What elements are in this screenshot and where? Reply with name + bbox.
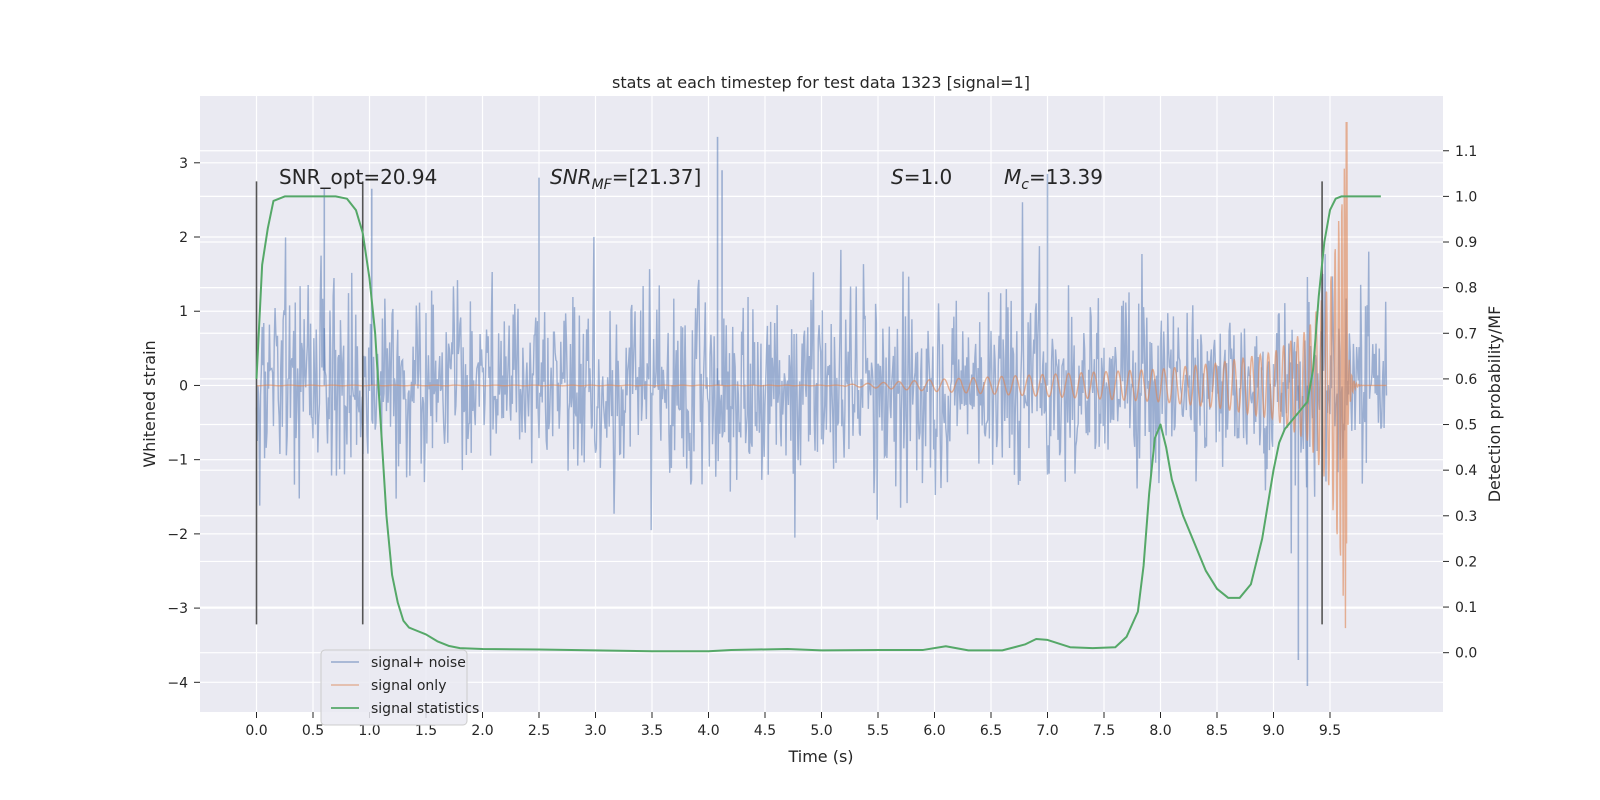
y-tick-label: 2 [179,230,188,246]
x-tick-label: 2.5 [528,723,550,739]
x-tick-label: 6.5 [980,723,1002,739]
x-tick-label: 3.0 [584,723,606,739]
y-tick-label: 3 [179,156,188,172]
legend: signal+ noise signal only signal statist… [320,649,479,726]
legend-label-signal-only: signal only [371,678,446,694]
y-right-tick-label: 0.7 [1455,326,1477,342]
annotation-mc-subscript: c [1021,177,1029,193]
series-line-signal-only [256,121,1387,629]
y-right-tick-label: 0.8 [1455,281,1477,297]
legend-label-signal-noise: signal+ noise [371,655,466,671]
x-tick-label: 3.5 [641,723,663,739]
annotation-mc: Mc=13.39 [1004,165,1103,193]
signal-statistics-series [255,195,1381,653]
y-tick-label: 0 [179,378,188,394]
annotation-snr-mf-subscript: MF [592,177,613,193]
series-line-signal-noise [255,202,1388,554]
annotations: SNR_opt=20.94 SNRMF=[21.37] S=1.0 Mc=13.… [279,165,1103,193]
y-tick-label: −4 [167,675,188,691]
x-tick-label: 0.0 [245,723,267,739]
x-tick-label: 5.5 [867,723,889,739]
y-right-tick-label: 0.1 [1455,600,1477,616]
y-tick-label: 1 [179,304,188,320]
annotation-s-value: =1.0 [904,165,953,189]
x-tick-label: 4.0 [697,723,719,739]
x-tick-label: 2.0 [471,723,493,739]
x-tick-label: 6.0 [923,723,945,739]
y-right-tick-label: 0.3 [1455,509,1477,525]
annotation-s: S=1.0 [891,165,952,189]
y-right-tick-label: 1.0 [1455,189,1477,205]
x-tick-label: 1.5 [415,723,437,739]
chart-title: stats at each timestep for test data 132… [612,73,1030,92]
x-tick-label: 0.5 [302,723,324,739]
y-right-tick-label: 0.6 [1455,372,1477,388]
annotation-snr-mf-symbol: SNR [550,165,592,189]
annotation-s-symbol: S [891,165,904,189]
y-ticks-right: 1.1 1.0 0.9 0.8 0.7 0.6 0.5 0.4 0.3 0.2 0.1 0.0 [1443,144,1477,662]
x-tick-label: 7.5 [1093,723,1115,739]
y-right-tick-label: 0.9 [1455,235,1477,251]
y-right-tick-label: 0.2 [1455,554,1477,570]
signal-only-series [256,121,1387,629]
annotation-snr-mf-value: =[21.37] [612,165,702,189]
y-tick-label: −3 [167,601,188,617]
legend-box [320,649,468,726]
x-tick-label: 1.0 [358,723,380,739]
annotation-snr-mf: SNRMF=[21.37] [550,165,701,193]
y-axis-label-left: Whitened strain [140,340,159,467]
y-tick-label: −2 [167,527,188,543]
x-tick-label: 9.0 [1262,723,1284,739]
y-right-tick-label: 0.4 [1455,463,1477,479]
x-tick-label: 9.5 [1319,723,1341,739]
annotation-snr-opt: SNR_opt=20.94 [279,165,437,189]
x-tick-label: 8.5 [1206,723,1228,739]
annotation-mc-value: =13.39 [1029,165,1103,189]
y-right-tick-label: 0.5 [1455,418,1477,434]
annotation-mc-symbol: M [1004,165,1021,189]
x-axis-label: Time (s) [787,747,853,766]
legend-label-signal-statistics: signal statistics [371,701,479,717]
y-axis-label-right: Detection probability/MF [1485,306,1504,503]
y-ticks-left: 3 2 1 0 −1 −2 −3 −4 [167,156,200,691]
x-tick-label: 7.0 [1036,723,1058,739]
x-tick-label: 8.0 [1149,723,1171,739]
y-tick-label: −1 [167,453,188,469]
y-right-tick-label: 0.0 [1455,646,1477,662]
x-ticks: 0.0 0.5 1.0 1.5 2.0 2.5 3.0 3.5 4.0 4.5 5.0 5.5 6.0 6… [245,712,1341,739]
x-tick-label: 5.0 [810,723,832,739]
series-line-signal-statistics [255,195,1381,653]
y-right-tick-label: 1.1 [1455,144,1477,160]
x-tick-label: 4.5 [754,723,776,739]
